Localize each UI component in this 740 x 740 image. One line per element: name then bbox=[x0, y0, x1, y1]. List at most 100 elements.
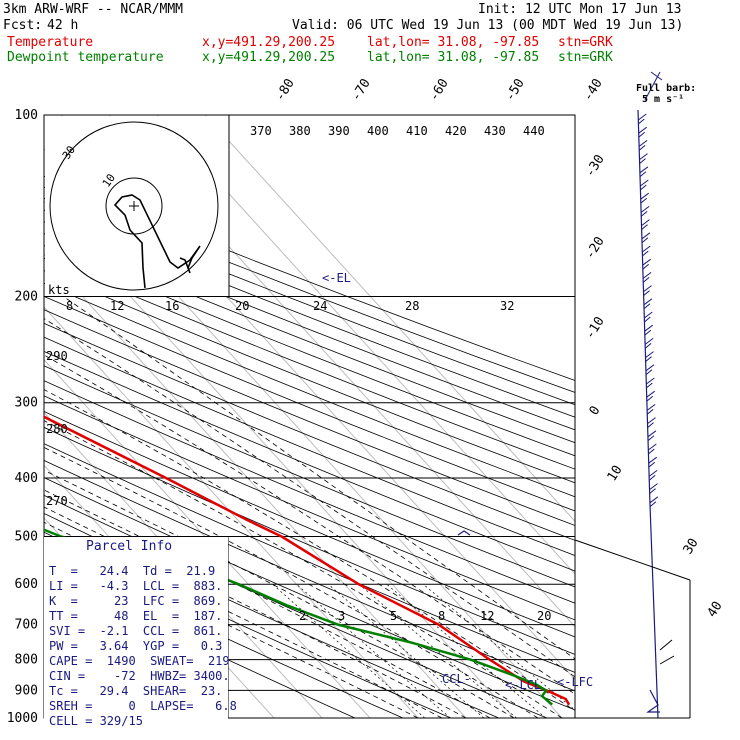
wind-barb-half bbox=[639, 184, 647, 191]
frame-diagonal bbox=[574, 539, 691, 581]
parcel-row-sreh: SREH = 0 LAPSE= 6.8 bbox=[49, 699, 237, 713]
wind-barb bbox=[648, 443, 657, 451]
mixing-ratio-label: 8 bbox=[438, 609, 445, 623]
wind-barb bbox=[642, 245, 651, 253]
wind-barb-half bbox=[649, 488, 656, 494]
barb-legend-line1: Full barb: bbox=[636, 83, 697, 94]
parcel-row-cin: CIN = -72 HWBZ= 3400. bbox=[49, 669, 230, 683]
wind-barb bbox=[647, 430, 657, 438]
wind-barb bbox=[644, 311, 653, 319]
isotherm-label: -50 bbox=[503, 76, 528, 104]
dry-adiabat bbox=[44, 410, 575, 638]
hodo-scale-label: 12 bbox=[110, 299, 124, 313]
pressure-label: 800 bbox=[15, 653, 38, 668]
wind-barb bbox=[638, 126, 648, 134]
wind-barb-half bbox=[646, 409, 654, 415]
wind-barb bbox=[646, 403, 656, 411]
mixing-ratio-label: 2 bbox=[299, 609, 306, 623]
dry-adiabat bbox=[44, 282, 575, 498]
moist-adiabat bbox=[44, 354, 575, 695]
wind-barb bbox=[647, 417, 656, 425]
dew-stn: stn=GRK bbox=[558, 50, 613, 65]
barb-legend-shaft bbox=[644, 71, 661, 101]
wind-barb-half bbox=[643, 303, 651, 310]
mixing-ratio-label: 20 bbox=[537, 609, 551, 623]
isotherm-label: 10 bbox=[605, 463, 626, 484]
dry-adiabat bbox=[44, 477, 575, 711]
wind-barb-half bbox=[639, 158, 646, 164]
dry-adiabat bbox=[44, 233, 575, 444]
wind-barb-half bbox=[646, 395, 654, 402]
barb-legend-line2: 5 m s⁻¹ bbox=[642, 94, 685, 105]
wind-barb-half bbox=[644, 343, 652, 349]
wind-barb bbox=[649, 496, 659, 504]
isotherm-label: -30 bbox=[583, 152, 608, 180]
cell-marker bbox=[457, 530, 471, 536]
level-marker: <-LFC bbox=[557, 675, 593, 689]
dry-adiabat bbox=[44, 270, 575, 484]
level-marker: <-EL bbox=[322, 271, 351, 285]
dry-adiabat bbox=[44, 209, 575, 418]
wind-barb-half bbox=[647, 422, 654, 428]
theta-label: 400 bbox=[367, 124, 389, 138]
wind-barb bbox=[648, 469, 658, 477]
barb-legend-sample bbox=[650, 71, 663, 81]
moist-adiabat bbox=[63, 296, 575, 660]
hodo-scale-label: 16 bbox=[165, 299, 179, 313]
wind-barb bbox=[646, 390, 656, 398]
isotherm-label: -10 bbox=[583, 314, 608, 342]
pressure-label: 700 bbox=[15, 618, 38, 633]
hodo-scale-label: 28 bbox=[405, 299, 419, 313]
wind-barb-half bbox=[641, 224, 648, 230]
wind-barb-half bbox=[641, 250, 649, 257]
wind-barb bbox=[638, 139, 648, 147]
wind-barb-half bbox=[645, 369, 653, 376]
isotherm-line bbox=[204, 115, 575, 523]
wind-barb bbox=[642, 258, 652, 266]
moist-adiabat bbox=[44, 469, 515, 718]
level-marker: CCL- bbox=[442, 672, 471, 686]
wind-barb bbox=[645, 364, 655, 372]
theta-label: 410 bbox=[406, 124, 428, 138]
mixing-ratio-line bbox=[272, 583, 426, 718]
wind-barb bbox=[641, 219, 650, 227]
wind-barb bbox=[644, 337, 654, 345]
isotherm-label: -80 bbox=[273, 76, 298, 104]
wind-barb-half bbox=[648, 448, 655, 455]
theta-label: 370 bbox=[250, 124, 272, 138]
theta-label: 390 bbox=[328, 124, 350, 138]
pressure-label: 300 bbox=[15, 396, 38, 411]
wind-barb-half bbox=[641, 237, 649, 244]
isotherm-label: -70 bbox=[349, 76, 374, 104]
wind-barb-half bbox=[640, 211, 648, 217]
hodo-ring-label-inner: 10 bbox=[100, 171, 118, 189]
wind-barb-half bbox=[638, 145, 646, 151]
wind-barb-half bbox=[638, 131, 646, 138]
valid-time: Valid: 06 UTC Wed 19 Jun 13 (00 MDT Wed … bbox=[292, 18, 684, 33]
parcel-row-cell: CELL = 329/15 bbox=[49, 714, 143, 728]
dry-adiabat bbox=[44, 309, 575, 526]
parcel-row-t: T = 24.4 Td = 21.9 bbox=[49, 564, 216, 578]
wind-barb bbox=[638, 113, 647, 121]
hodo-scale-label: 8 bbox=[66, 299, 73, 313]
mixing-ratio-line bbox=[296, 583, 451, 718]
wind-barb-half bbox=[640, 197, 648, 204]
dry-adiabat bbox=[44, 186, 575, 393]
pressure-label: 600 bbox=[15, 577, 38, 592]
dry-adiabat bbox=[44, 197, 575, 406]
surface-barbs bbox=[646, 689, 660, 713]
wind-barb bbox=[640, 179, 649, 187]
wind-barb bbox=[648, 456, 658, 464]
parcel-row-tt: TT = 48 EL = 187. bbox=[49, 609, 223, 623]
wind-barb-half bbox=[648, 461, 656, 468]
wind-barb bbox=[649, 483, 658, 491]
wind-barb bbox=[643, 285, 652, 293]
pressure-label: 500 bbox=[15, 529, 38, 544]
theta-e-label: 290 bbox=[46, 349, 68, 363]
hodo-scale-label: 24 bbox=[313, 299, 327, 313]
dry-adiabat bbox=[44, 295, 575, 512]
isotherm-label: 30 bbox=[681, 536, 702, 557]
dry-adiabat bbox=[44, 443, 575, 673]
parcel-info-panel: Parcel Info T = 24.4 Td = 21.9 LI = -4.3… bbox=[44, 537, 237, 728]
dry-adiabat bbox=[44, 322, 575, 541]
